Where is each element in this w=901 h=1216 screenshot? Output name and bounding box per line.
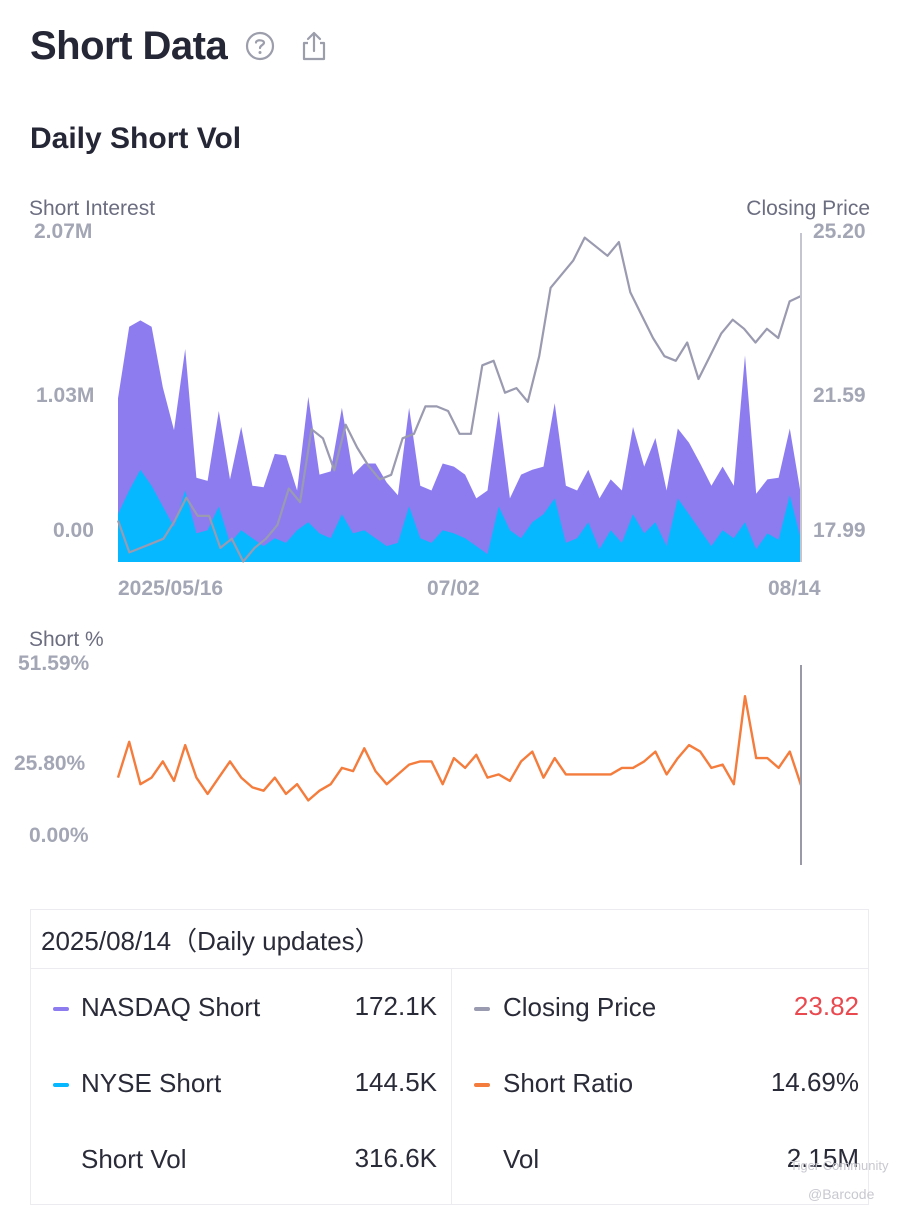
question-circle-icon[interactable]	[245, 31, 275, 61]
page-title: Short Data	[30, 23, 228, 68]
short-vol-label: Short Vol	[81, 1143, 187, 1174]
right-axis-title: Closing Price	[746, 197, 870, 220]
panel-date: 2025/08/14（Daily updates）	[31, 910, 868, 969]
nyse-short-label: NYSE Short	[81, 1067, 222, 1098]
nasdaq-short-value: 172.1K	[354, 991, 437, 1021]
closing-price-line	[116, 236, 802, 563]
right-tick-bottom: 17.99	[813, 519, 866, 542]
daily-summary-panel: 2025/08/14（Daily updates） NASDAQ Short 1…	[30, 909, 869, 1205]
vol-value: 2.15M	[786, 1143, 859, 1173]
short-ratio-label: Short Ratio	[503, 1067, 634, 1098]
short-ratio-chart[interactable]	[0, 0, 901, 880]
short-volume-chart[interactable]	[0, 0, 901, 620]
nyse-short-area	[118, 469, 801, 562]
watermark-community: Tiger Community	[790, 1158, 889, 1173]
short-vol-value: 316.6K	[354, 1143, 437, 1173]
left-axis-title: Short Interest	[29, 197, 156, 220]
column-divider	[451, 969, 452, 1205]
left-tick-bottom: 0.00	[53, 519, 94, 542]
vol-label: Vol	[503, 1143, 540, 1174]
left-tick-top: 2.07M	[34, 220, 93, 243]
closing-price-legend-swatch	[474, 1007, 490, 1011]
ratio-tick-bottom: 0.00%	[29, 824, 89, 847]
short-ratio-value: 14.69%	[770, 1067, 859, 1097]
ratio-axis-title: Short %	[29, 628, 104, 651]
ratio-tick-mid: 25.80%	[14, 752, 86, 775]
section-title: Daily Short Vol	[30, 122, 242, 155]
x-tick-mid: 07/02	[427, 577, 480, 600]
closing-price-value: 23.82	[793, 991, 859, 1021]
header: Short Data	[30, 22, 331, 70]
right-tick-mid: 21.59	[813, 384, 866, 407]
nyse-short-value: 144.5K	[354, 1067, 437, 1097]
x-tick-end: 08/14	[768, 577, 821, 600]
short-ratio-legend-swatch	[474, 1083, 490, 1087]
short-ratio-line	[116, 695, 803, 802]
nasdaq-short-area	[118, 320, 801, 562]
x-tick-start: 2025/05/16	[118, 577, 224, 600]
left-tick-mid: 1.03M	[36, 384, 95, 407]
nyse-legend-swatch	[53, 1083, 69, 1087]
nasdaq-short-label: NASDAQ Short	[81, 991, 261, 1022]
share-icon[interactable]	[297, 29, 331, 63]
nasdaq-legend-swatch	[53, 1007, 69, 1011]
watermark-handle: @Barcode	[808, 1186, 875, 1202]
ratio-tick-top: 51.59%	[18, 652, 90, 675]
right-tick-top: 25.20	[813, 220, 866, 243]
closing-price-label: Closing Price	[503, 991, 657, 1022]
